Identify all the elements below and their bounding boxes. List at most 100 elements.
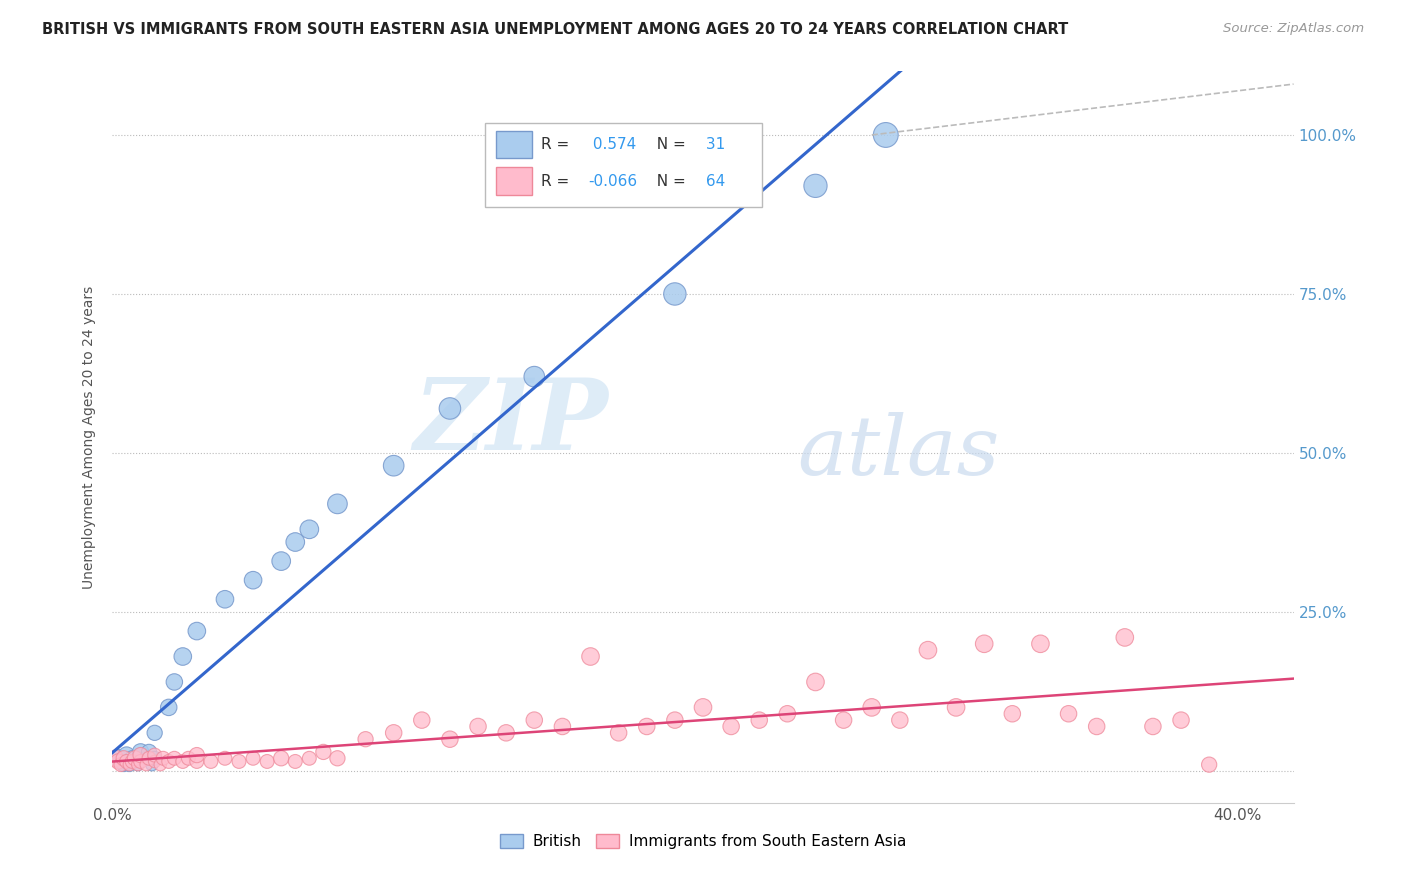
Point	[495, 726, 517, 740]
Text: ZIP: ZIP	[413, 375, 609, 471]
Point	[664, 287, 686, 301]
Point	[157, 700, 180, 714]
Point	[129, 745, 152, 759]
Point	[186, 748, 208, 763]
Point	[104, 751, 127, 765]
Point	[124, 751, 146, 765]
Point	[107, 751, 129, 765]
Point	[382, 726, 405, 740]
Point	[382, 458, 405, 473]
Text: N =: N =	[648, 174, 692, 188]
Text: R =: R =	[541, 137, 574, 152]
Point	[917, 643, 939, 657]
Point	[439, 401, 461, 416]
Point	[804, 675, 827, 690]
Point	[411, 713, 433, 727]
Point	[107, 755, 129, 769]
Text: R =: R =	[541, 174, 574, 188]
Point	[1001, 706, 1024, 721]
Point	[860, 700, 883, 714]
Point	[298, 751, 321, 765]
FancyBboxPatch shape	[485, 122, 762, 207]
Point	[214, 592, 236, 607]
Point	[523, 713, 546, 727]
Point	[242, 751, 264, 765]
Point	[186, 624, 208, 638]
Text: -0.066: -0.066	[589, 174, 637, 188]
Point	[135, 751, 157, 765]
Text: 31: 31	[700, 137, 725, 152]
Point	[214, 751, 236, 765]
Point	[186, 755, 208, 769]
Point	[143, 755, 166, 769]
Point	[579, 649, 602, 664]
Point	[523, 369, 546, 384]
Point	[692, 700, 714, 714]
Point	[138, 751, 160, 765]
Point	[551, 719, 574, 733]
Point	[228, 755, 250, 769]
Point	[157, 755, 180, 769]
Point	[875, 128, 897, 142]
Point	[138, 745, 160, 759]
Point	[112, 751, 135, 765]
Point	[127, 757, 149, 772]
Point	[110, 757, 132, 772]
Point	[664, 713, 686, 727]
Text: BRITISH VS IMMIGRANTS FROM SOUTH EASTERN ASIA UNEMPLOYMENT AMONG AGES 20 TO 24 Y: BRITISH VS IMMIGRANTS FROM SOUTH EASTERN…	[42, 22, 1069, 37]
Point	[720, 719, 742, 733]
Point	[889, 713, 911, 727]
FancyBboxPatch shape	[496, 167, 531, 195]
Point	[1057, 706, 1080, 721]
Point	[149, 757, 172, 772]
Point	[129, 748, 152, 763]
Point	[152, 751, 174, 765]
Point	[467, 719, 489, 733]
Text: N =: N =	[648, 137, 692, 152]
Point	[172, 649, 194, 664]
Point	[1198, 757, 1220, 772]
Point	[112, 757, 135, 772]
Point	[776, 706, 799, 721]
Point	[135, 757, 157, 772]
Point	[172, 755, 194, 769]
Point	[256, 755, 278, 769]
Point	[284, 755, 307, 769]
Point	[177, 751, 200, 765]
Point	[439, 732, 461, 747]
Point	[354, 732, 377, 747]
Y-axis label: Unemployment Among Ages 20 to 24 years: Unemployment Among Ages 20 to 24 years	[82, 285, 96, 589]
Point	[143, 751, 166, 765]
Point	[118, 757, 141, 772]
Point	[312, 745, 335, 759]
Point	[326, 497, 349, 511]
Point	[163, 675, 186, 690]
Point	[607, 726, 630, 740]
Point	[121, 755, 143, 769]
Text: Source: ZipAtlas.com: Source: ZipAtlas.com	[1223, 22, 1364, 36]
Point	[748, 713, 770, 727]
Point	[242, 573, 264, 587]
FancyBboxPatch shape	[496, 130, 531, 159]
Point	[1142, 719, 1164, 733]
Point	[326, 751, 349, 765]
Point	[143, 748, 166, 763]
Point	[298, 522, 321, 536]
Point	[1114, 631, 1136, 645]
Text: atlas: atlas	[797, 412, 1000, 491]
Point	[270, 554, 292, 568]
Point	[636, 719, 658, 733]
Point	[1029, 637, 1052, 651]
Point	[1170, 713, 1192, 727]
Point	[115, 748, 138, 763]
Point	[110, 755, 132, 769]
Point	[121, 751, 143, 765]
Point	[804, 178, 827, 193]
Point	[200, 755, 222, 769]
Point	[141, 757, 163, 772]
Legend: British, Immigrants from South Eastern Asia: British, Immigrants from South Eastern A…	[495, 830, 911, 854]
Point	[129, 748, 152, 763]
Point	[973, 637, 995, 651]
Point	[143, 726, 166, 740]
Point	[832, 713, 855, 727]
